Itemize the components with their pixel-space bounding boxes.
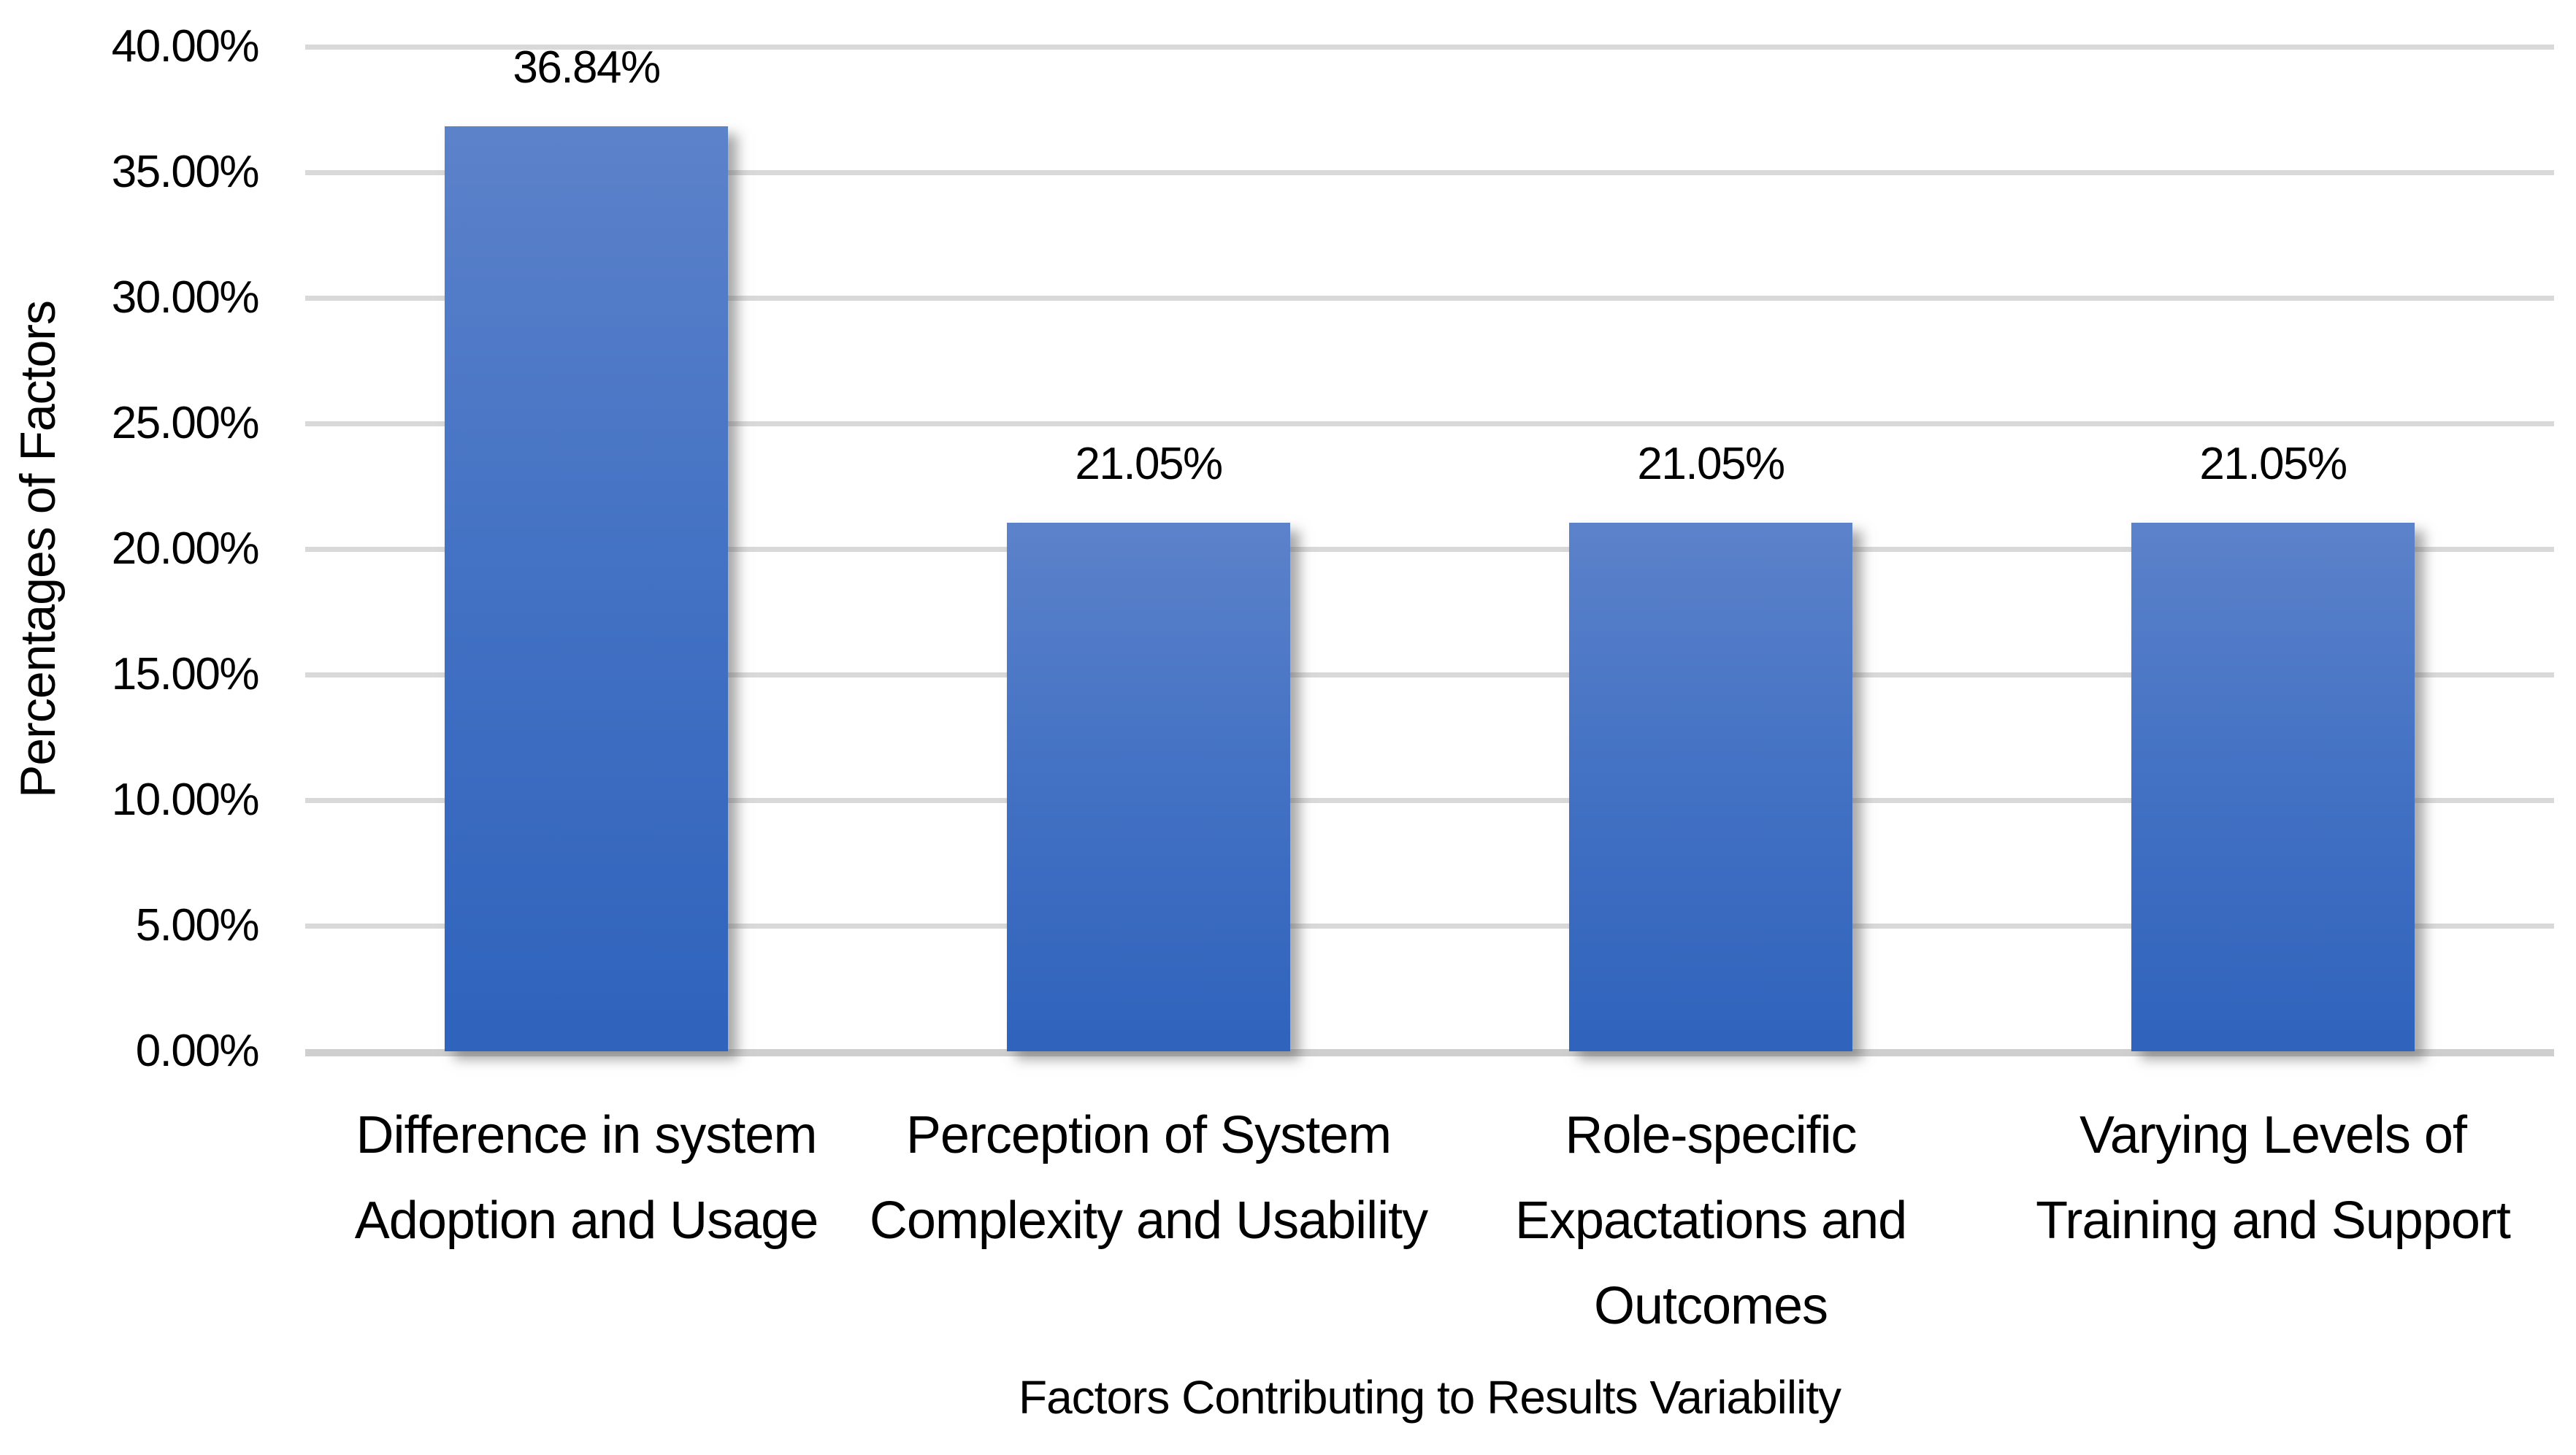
y-tick-label: 15.00% [111,649,260,699]
y-tick-label: 10.00% [111,775,260,825]
gridline [305,798,2554,803]
gridline [305,547,2554,552]
gridline [305,672,2554,677]
y-tick-label: 25.00% [111,398,260,448]
gridline [305,924,2554,929]
bar-value-label: 21.05% [1637,438,1785,489]
category-label: Varying Levels of Training and Support [2036,1106,2511,1250]
category-label: Perception of System Complexity and Usab… [869,1106,1428,1250]
bar-2 [1007,522,1290,1051]
gridline [305,45,2554,50]
gridline [305,296,2554,301]
bar-value-label: 36.84% [513,42,661,93]
y-tick-label: 20.00% [111,523,260,574]
bar-4 [2131,522,2415,1051]
x-axis-line [305,1049,2554,1056]
category-label: Role-specific Expactations and Outcomes [1514,1106,1907,1335]
bar-1 [445,126,728,1051]
gridline [305,170,2554,175]
y-tick-label: 0.00% [135,1026,260,1076]
y-tick-label: 40.00% [111,21,260,72]
category-label: Difference in system Adoption and Usage [354,1106,819,1250]
gridline [305,421,2554,426]
y-tick-label: 30.00% [111,272,260,323]
x-axis-title: Factors Contributing to Results Variabil… [1018,1371,1841,1424]
y-tick-label: 35.00% [111,147,260,197]
bar-value-label: 21.05% [2199,438,2347,489]
bar-value-label: 21.05% [1075,438,1223,489]
y-tick-label: 5.00% [135,900,260,951]
bar-3 [1569,522,1852,1051]
